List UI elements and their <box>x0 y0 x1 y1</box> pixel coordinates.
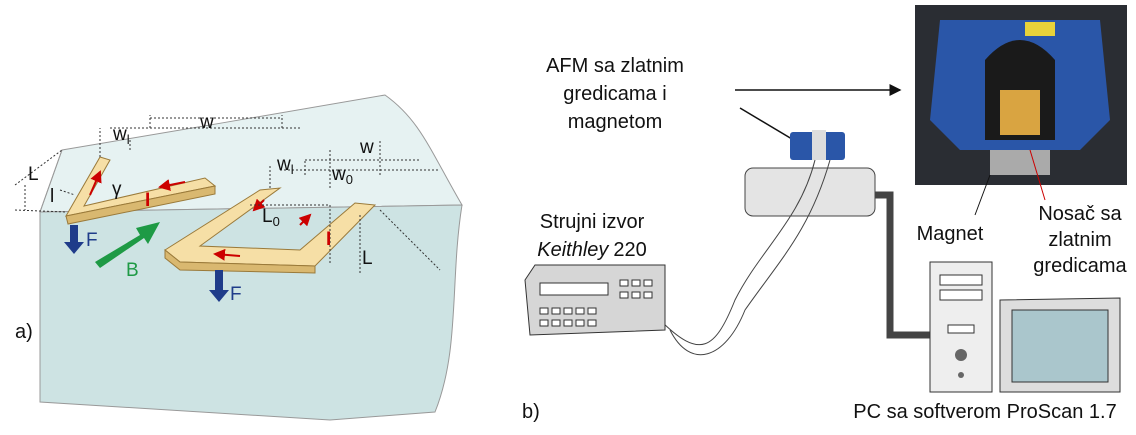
label: L <box>362 248 373 269</box>
label: w <box>112 124 127 145</box>
substrate-block <box>39 94 463 421</box>
cable <box>659 159 831 356</box>
dimension-lines <box>14 115 441 275</box>
pc <box>929 261 1121 393</box>
label: F <box>86 230 98 251</box>
afm-label: AFM sa zlatnim gredicama i magnetom <box>546 55 684 133</box>
model: 220 <box>613 239 646 261</box>
label: F <box>230 284 242 305</box>
cable <box>875 191 930 339</box>
text-line: Nosač sa <box>1038 203 1122 225</box>
label-sub: 0 <box>346 172 353 187</box>
label-sub: 0 <box>273 214 280 229</box>
label: w <box>199 112 214 133</box>
text-line: gredicama i <box>563 83 666 105</box>
brand: Keithley <box>537 239 609 261</box>
afm-device <box>744 130 876 217</box>
panel-tag: b) <box>522 401 540 423</box>
label: B <box>126 260 139 281</box>
current-source <box>524 264 666 336</box>
label-sub: l <box>127 132 130 147</box>
label-sub: l <box>291 162 294 177</box>
label: w <box>276 154 291 175</box>
source-label: Strujni izvor <box>540 211 645 233</box>
text-line: AFM sa zlatnim <box>546 55 684 77</box>
afm-photo <box>915 5 1127 185</box>
pc-label: PC sa softverom ProScan 1.7 <box>853 401 1116 423</box>
label: w <box>359 137 374 158</box>
label: w <box>331 164 346 185</box>
source-label: Keithley 220 <box>537 239 647 261</box>
label: I <box>145 190 150 211</box>
label: l <box>50 186 54 207</box>
label: w0 <box>331 164 353 187</box>
label: wl <box>112 124 130 147</box>
label: L0 <box>262 206 280 229</box>
label: I <box>326 229 331 250</box>
text-line: magnetom <box>568 111 663 133</box>
label: L <box>262 206 273 227</box>
text-line: gredicama <box>1033 255 1127 277</box>
holder-label: Nosač sa zlatnim gredicama <box>1033 203 1127 277</box>
pointer <box>1029 149 1046 201</box>
cantilevers <box>64 156 377 302</box>
panel-tag: a) <box>15 321 33 343</box>
text-line: zlatnim <box>1048 229 1111 251</box>
label: γ <box>112 179 122 200</box>
magnet-label: Magnet <box>917 223 984 245</box>
label: L <box>28 164 39 185</box>
pointer <box>974 174 991 216</box>
label: wl <box>276 154 294 177</box>
